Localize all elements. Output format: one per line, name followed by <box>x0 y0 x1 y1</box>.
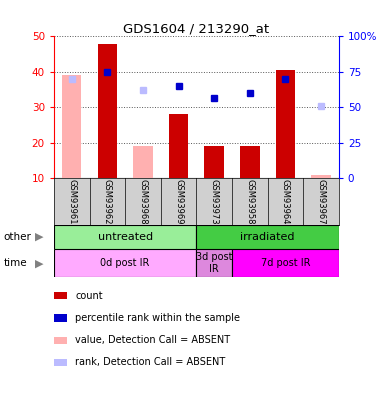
Text: ▶: ▶ <box>35 232 43 242</box>
Text: GSM93967: GSM93967 <box>316 179 325 224</box>
Bar <box>62 75 82 178</box>
Text: untreated: untreated <box>97 232 153 242</box>
Text: GSM93961: GSM93961 <box>67 179 76 224</box>
Text: GSM93969: GSM93969 <box>174 179 183 224</box>
Bar <box>54 249 196 277</box>
Bar <box>240 146 259 178</box>
Text: time: time <box>4 258 27 268</box>
Text: 3d post
IR: 3d post IR <box>196 252 233 274</box>
Bar <box>204 146 224 178</box>
Text: value, Detection Call = ABSENT: value, Detection Call = ABSENT <box>75 335 230 345</box>
Text: GSM93968: GSM93968 <box>139 179 147 224</box>
Text: 0d post IR: 0d post IR <box>100 258 150 268</box>
Text: irradiated: irradiated <box>240 232 295 242</box>
Bar <box>169 114 188 178</box>
Text: count: count <box>75 291 103 301</box>
Text: rank, Detection Call = ABSENT: rank, Detection Call = ABSENT <box>75 358 225 367</box>
Bar <box>54 225 196 249</box>
Title: GDS1604 / 213290_at: GDS1604 / 213290_at <box>123 22 270 35</box>
Bar <box>133 146 153 178</box>
Text: GSM93964: GSM93964 <box>281 179 290 224</box>
Text: GSM93958: GSM93958 <box>245 179 254 224</box>
Bar <box>311 175 331 178</box>
Text: 7d post IR: 7d post IR <box>261 258 310 268</box>
Text: percentile rank within the sample: percentile rank within the sample <box>75 313 240 323</box>
Bar <box>196 249 232 277</box>
Text: GSM93973: GSM93973 <box>210 179 219 224</box>
Text: other: other <box>4 232 32 242</box>
Bar <box>276 70 295 178</box>
Text: ▶: ▶ <box>35 258 43 268</box>
Bar <box>232 249 339 277</box>
Bar <box>196 225 339 249</box>
Bar <box>97 44 117 178</box>
Text: GSM93962: GSM93962 <box>103 179 112 224</box>
